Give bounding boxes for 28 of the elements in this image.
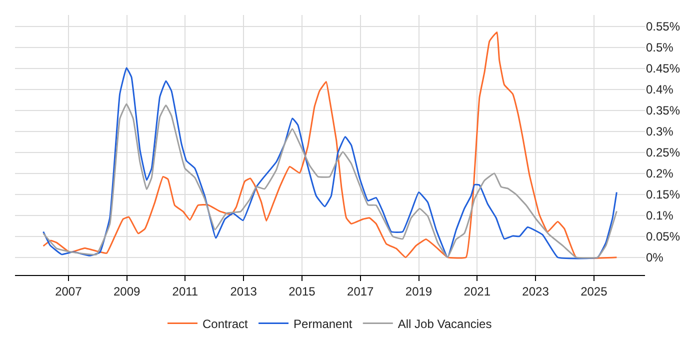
y-tick-label: 0.1%	[646, 208, 674, 223]
legend-label: Contract	[202, 316, 249, 331]
x-tick-label: 2013	[230, 284, 258, 298]
x-tick-label: 2007	[55, 284, 82, 298]
x-tick-label: 2009	[113, 284, 140, 298]
y-tick-label: 0.55%	[646, 20, 680, 34]
x-tick-label: 2019	[405, 284, 432, 298]
y-tick-label: 0.25%	[646, 146, 680, 160]
y-tick-label: 0.35%	[646, 104, 680, 118]
y-tick-label: 0%	[646, 250, 664, 265]
legend-label: All Job Vacancies	[398, 316, 492, 331]
y-tick-label: 0.4%	[646, 82, 674, 97]
x-tick-label: 2015	[288, 284, 316, 298]
y-tick-label: 0.5%	[646, 40, 674, 55]
y-tick-label: 0.45%	[646, 62, 680, 76]
x-tick-label: 2011	[172, 284, 198, 298]
legend-label: Permanent	[294, 316, 353, 331]
line-series	[42, 103, 618, 259]
y-tick-label: 0.05%	[646, 230, 680, 244]
x-tick-label: 2021	[464, 284, 491, 298]
line-series	[42, 31, 618, 259]
line-series	[42, 67, 618, 260]
y-tick-label: 0.15%	[646, 188, 680, 202]
y-tick-label: 0.3%	[646, 124, 674, 139]
x-tick-label: 2017	[347, 284, 374, 298]
x-tick-label: 2023	[522, 284, 550, 298]
y-tick-label: 0.2%	[646, 166, 674, 181]
x-tick-label: 2025	[580, 284, 608, 298]
